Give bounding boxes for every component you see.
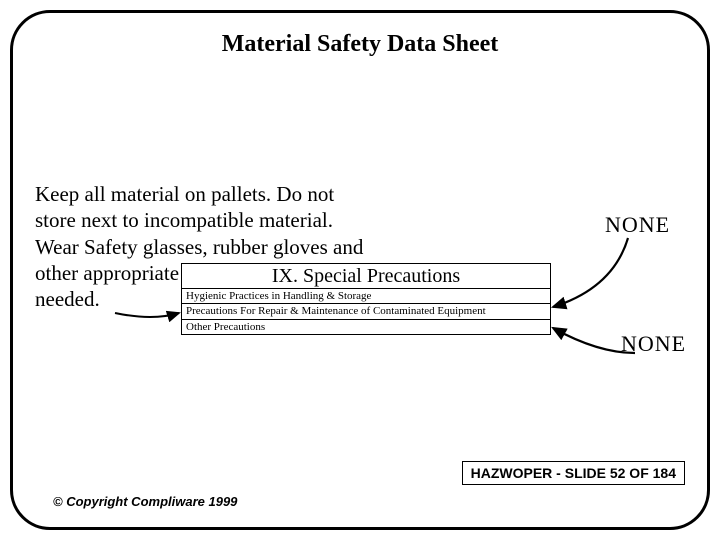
table-row: Hygienic Practices in Handling & Storage — [182, 289, 550, 304]
copyright: © Copyright Compliware 1999 — [53, 494, 237, 509]
annotation-none-2: NONE — [621, 331, 686, 357]
slide-frame: Material Safety Data Sheet Keep all mate… — [10, 10, 710, 530]
precautions-header: IX. Special Precautions — [182, 264, 550, 289]
table-row: Other Precautions — [182, 320, 550, 334]
annotation-none-1: NONE — [605, 212, 670, 238]
slide-counter: HAZWOPER - SLIDE 52 OF 184 — [462, 461, 685, 485]
precautions-table: IX. Special Precautions Hygienic Practic… — [181, 263, 551, 335]
page-title: Material Safety Data Sheet — [13, 31, 707, 58]
table-row: Precautions For Repair & Maintenance of … — [182, 304, 550, 319]
